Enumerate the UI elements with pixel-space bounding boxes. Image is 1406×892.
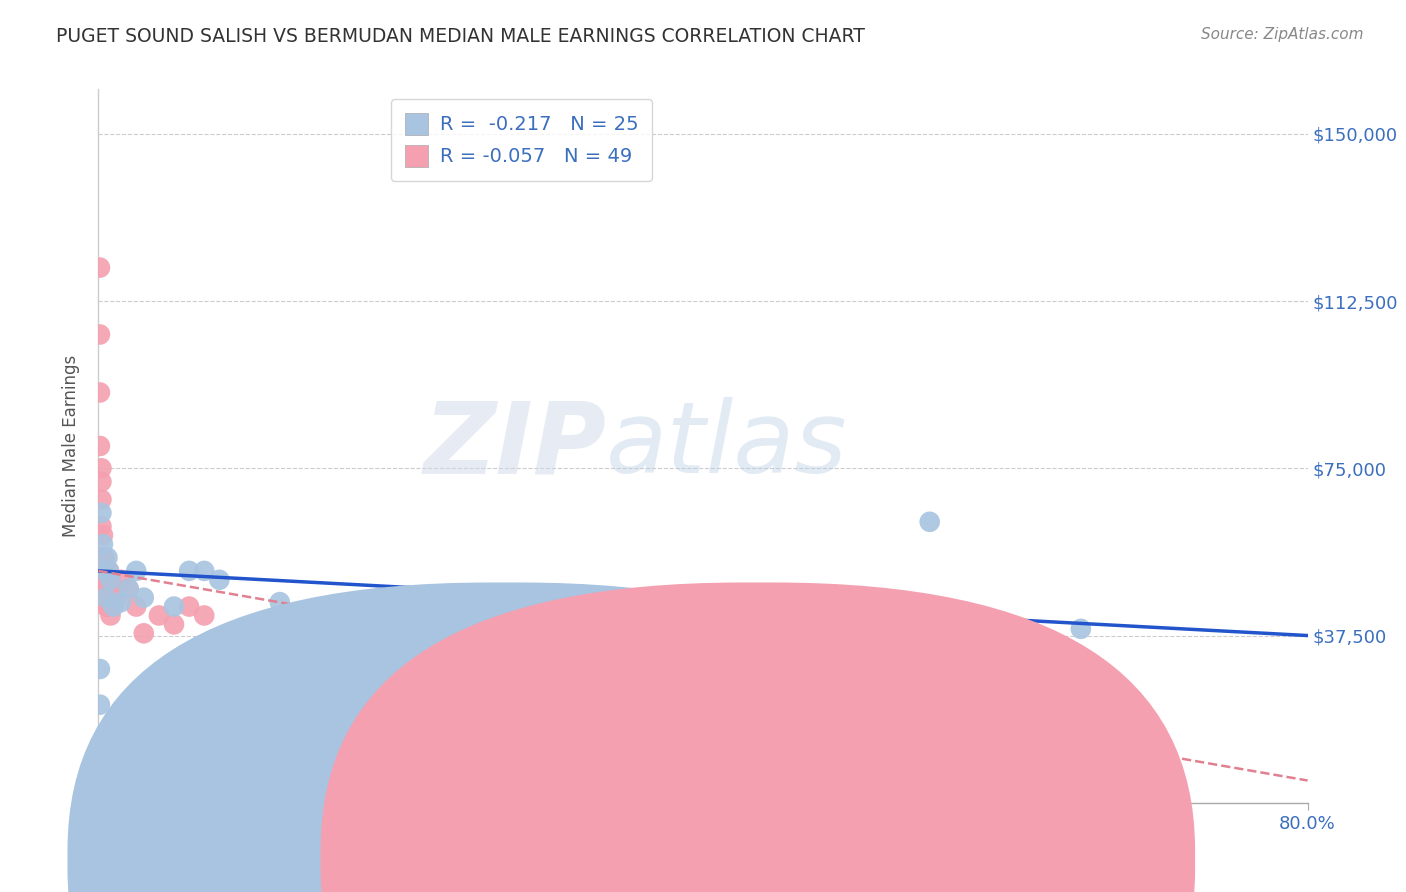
Point [91,586,114,600]
Point [179,599,201,614]
Point [918,515,941,529]
Point [89,439,111,453]
Point [98,564,121,578]
Point [100,608,122,623]
Point [163,617,186,632]
Point [90,506,112,520]
Text: Bermudans: Bermudans [773,847,876,865]
Point [208,573,231,587]
Point [90,550,112,565]
Text: Puget Sound Salish: Puget Sound Salish [534,847,707,865]
Point [110,595,132,609]
Point [91,528,114,542]
Point [125,564,148,578]
Point [91,595,114,609]
Point [93,591,115,605]
Point [94,599,117,614]
Point [103,582,125,596]
Point [118,582,141,596]
Point [103,599,125,614]
Point [125,599,148,614]
Point [96,550,118,565]
Point [94,591,117,605]
Point [93,564,115,578]
Point [100,573,122,587]
Point [269,595,291,609]
Point [1070,622,1092,636]
Point [100,591,122,605]
Point [163,599,186,614]
Point [90,461,112,475]
Point [239,631,262,645]
Point [465,644,488,658]
Point [94,591,117,605]
Point [96,582,118,596]
Text: atlas: atlas [606,398,848,494]
Point [105,591,128,605]
Point [93,573,115,587]
Point [91,564,114,578]
Point [93,564,115,578]
Point [93,550,115,565]
Point [98,582,121,596]
Point [89,260,111,275]
Point [179,564,201,578]
Y-axis label: Median Male Earnings: Median Male Earnings [62,355,80,537]
Point [91,537,114,551]
Point [193,608,215,623]
Text: Source: ZipAtlas.com: Source: ZipAtlas.com [1201,27,1364,42]
Point [98,599,121,614]
Point [239,626,262,640]
Point [389,653,412,667]
Point [540,662,562,676]
Point [90,492,112,507]
Point [118,582,141,596]
Point [132,626,155,640]
Point [193,564,215,578]
Point [96,573,118,587]
Legend: R =  -0.217   N = 25, R = -0.057   N = 49: R = -0.217 N = 25, R = -0.057 N = 49 [391,99,652,181]
Point [90,519,112,533]
Point [91,573,114,587]
Point [101,595,124,609]
Text: PUGET SOUND SALISH VS BERMUDAN MEDIAN MALE EARNINGS CORRELATION CHART: PUGET SOUND SALISH VS BERMUDAN MEDIAN MA… [56,27,865,45]
Point [89,662,111,676]
Point [148,608,170,623]
Point [314,635,336,649]
Point [110,573,132,587]
Point [89,327,111,342]
Point [91,582,114,596]
Point [90,475,112,489]
Point [132,591,155,605]
Point [94,573,117,587]
Point [89,385,111,400]
Point [91,550,114,565]
Point [100,573,122,587]
Text: ZIP: ZIP [423,398,606,494]
Point [94,582,117,596]
Point [98,564,121,578]
Point [89,698,111,712]
Point [96,599,118,614]
